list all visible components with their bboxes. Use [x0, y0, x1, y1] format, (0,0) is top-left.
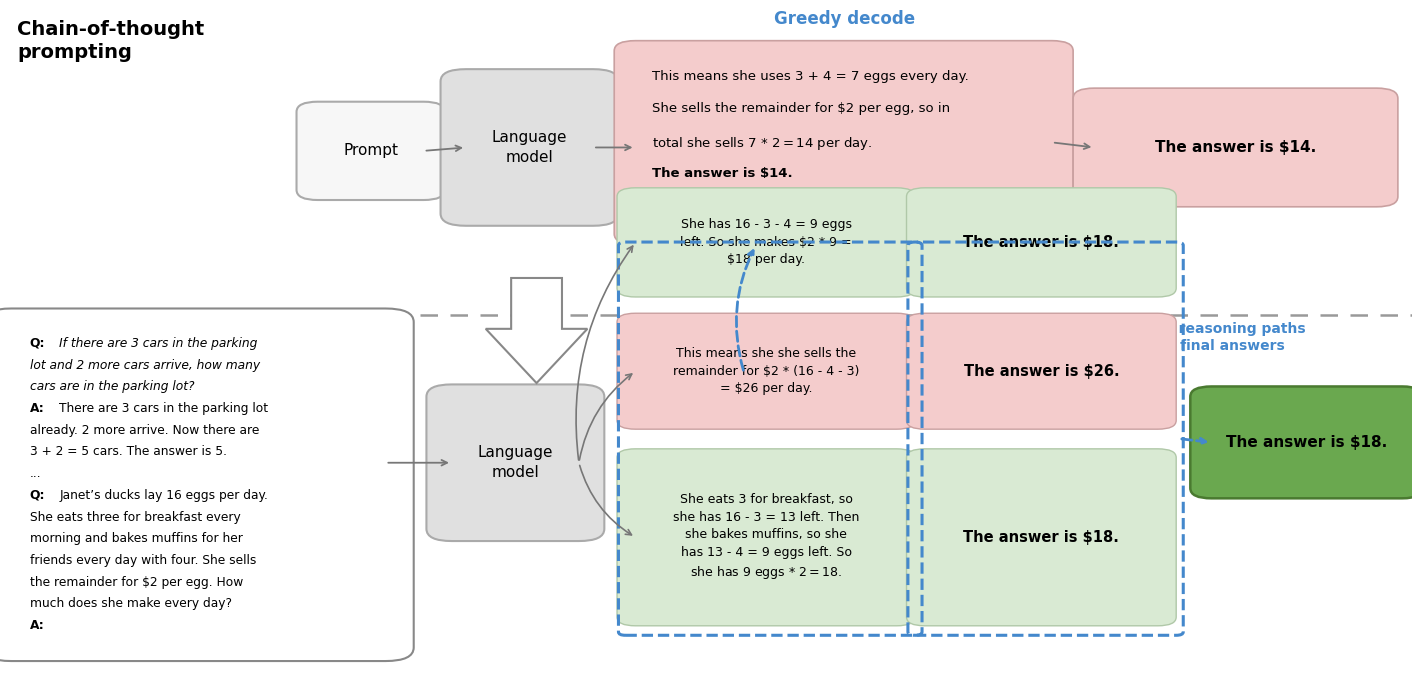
- Text: The answer is $14.: The answer is $14.: [652, 167, 794, 180]
- Text: She sells the remainder for $2 per egg, so in: She sells the remainder for $2 per egg, …: [652, 102, 950, 115]
- Text: Self-consistency: Self-consistency: [17, 329, 196, 348]
- Text: lot and 2 more cars arrive, how many: lot and 2 more cars arrive, how many: [30, 359, 260, 372]
- FancyBboxPatch shape: [617, 313, 915, 429]
- Text: Chain-of-thought
prompting: Chain-of-thought prompting: [17, 20, 205, 62]
- FancyBboxPatch shape: [297, 102, 445, 200]
- Text: morning and bakes muffins for her: morning and bakes muffins for her: [30, 532, 243, 545]
- Text: total she sells 7 * $2 = $14 per day.: total she sells 7 * $2 = $14 per day.: [652, 135, 873, 152]
- FancyBboxPatch shape: [1073, 88, 1398, 207]
- Text: Prompt: Prompt: [343, 143, 398, 159]
- Text: The answer is $18.: The answer is $18.: [1226, 435, 1388, 450]
- Text: Q:: Q:: [30, 489, 45, 502]
- FancyBboxPatch shape: [907, 449, 1176, 626]
- Text: already. 2 more arrive. Now there are: already. 2 more arrive. Now there are: [30, 424, 258, 437]
- Text: Sample a diverse set of
reasoning paths: Sample a diverse set of reasoning paths: [669, 325, 870, 359]
- Text: The answer is $26.: The answer is $26.: [963, 363, 1120, 379]
- FancyBboxPatch shape: [0, 308, 414, 661]
- Text: The answer is $14.: The answer is $14.: [1155, 140, 1316, 155]
- Text: She has 16 - 3 - 4 = 9 eggs
left. So she makes $2 * 9 =
$18 per day.: She has 16 - 3 - 4 = 9 eggs left. So she…: [681, 218, 851, 266]
- Text: cars are in the parking lot?: cars are in the parking lot?: [30, 380, 195, 393]
- FancyBboxPatch shape: [426, 384, 604, 541]
- Text: Language
model: Language model: [477, 445, 554, 480]
- Text: There are 3 cars in the parking lot: There are 3 cars in the parking lot: [59, 402, 268, 415]
- FancyBboxPatch shape: [1190, 386, 1412, 498]
- FancyBboxPatch shape: [441, 69, 618, 226]
- Text: She eats three for breakfast every: She eats three for breakfast every: [30, 511, 240, 523]
- Text: The answer is $18.: The answer is $18.: [963, 530, 1120, 545]
- Text: Q:: Q:: [30, 337, 45, 350]
- FancyBboxPatch shape: [907, 313, 1176, 429]
- FancyBboxPatch shape: [617, 188, 915, 297]
- Text: Greedy decode: Greedy decode: [774, 10, 915, 28]
- Text: Marginalize out reasoning paths
to aggregate final answers: Marginalize out reasoning paths to aggre…: [1052, 322, 1306, 353]
- Text: Language
model: Language model: [491, 130, 568, 165]
- Text: This means she uses 3 + 4 = 7 eggs every day.: This means she uses 3 + 4 = 7 eggs every…: [652, 70, 969, 83]
- Text: 3 + 2 = 5 cars. The answer is 5.: 3 + 2 = 5 cars. The answer is 5.: [30, 445, 227, 458]
- Text: Janet’s ducks lay 16 eggs per day.: Janet’s ducks lay 16 eggs per day.: [59, 489, 268, 502]
- FancyBboxPatch shape: [907, 188, 1176, 297]
- Text: much does she make every day?: much does she make every day?: [30, 597, 232, 610]
- Text: A:: A:: [30, 402, 44, 415]
- Text: the remainder for $2 per egg. How: the remainder for $2 per egg. How: [30, 576, 243, 589]
- Polygon shape: [486, 278, 587, 383]
- Text: ...: ...: [30, 467, 41, 480]
- Text: She eats 3 for breakfast, so
she has 16 - 3 = 13 left. Then
she bakes muffins, s: She eats 3 for breakfast, so she has 16 …: [674, 494, 858, 581]
- FancyBboxPatch shape: [617, 449, 915, 626]
- Text: A:: A:: [30, 619, 44, 632]
- FancyBboxPatch shape: [614, 41, 1073, 244]
- Text: The answer is $18.: The answer is $18.: [963, 235, 1120, 250]
- Text: friends every day with four. She sells: friends every day with four. She sells: [30, 554, 256, 567]
- Text: If there are 3 cars in the parking: If there are 3 cars in the parking: [59, 337, 257, 350]
- Text: This means she she sells the
remainder for $2 * (16 - 4 - 3)
= $26 per day.: This means she she sells the remainder f…: [674, 347, 858, 395]
